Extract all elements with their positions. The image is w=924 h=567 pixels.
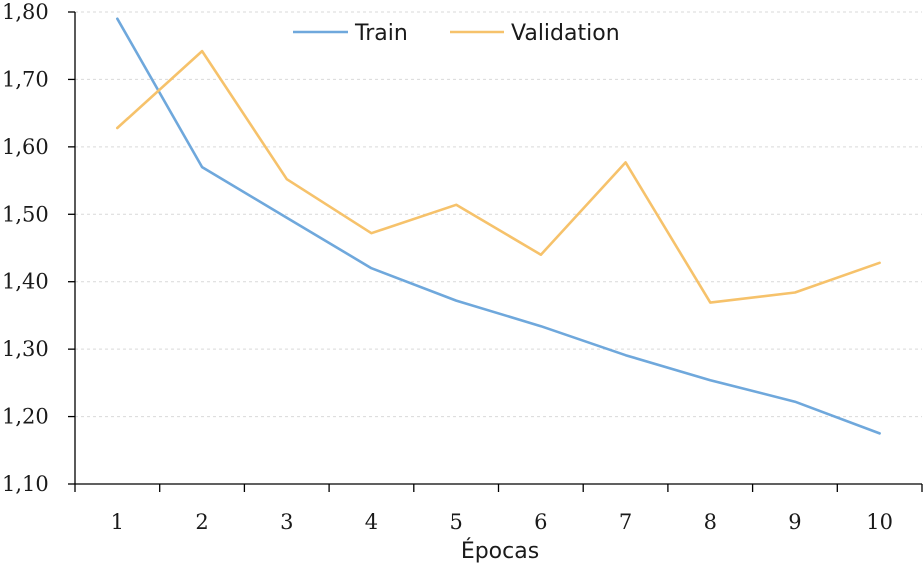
y-tick-label: 1,50	[2, 202, 49, 226]
x-tick-label: 1	[111, 510, 124, 534]
legend-label: Train	[354, 21, 408, 46]
axes	[68, 11, 923, 492]
legend-item-train: Train	[293, 21, 408, 46]
x-axis-title: Épocas	[461, 538, 539, 564]
x-tick-label: 6	[534, 510, 547, 534]
x-tick-label: 2	[195, 510, 208, 534]
x-tick-label: 5	[449, 510, 462, 534]
x-tick-label: 9	[788, 510, 801, 534]
series-lines	[116, 17, 881, 435]
x-tick-label: 3	[280, 510, 293, 534]
y-tick-label: 1,30	[2, 337, 49, 361]
y-tick-label: 1,70	[2, 67, 49, 91]
legend-item-validation: Validation	[450, 21, 620, 46]
x-tick-label: 10	[866, 510, 893, 534]
y-tick-label: 1,10	[2, 472, 49, 496]
legend: Train Validation	[293, 21, 620, 46]
x-tick-label: 7	[619, 510, 632, 534]
legend-label: Validation	[511, 21, 620, 46]
y-tick-label: 1,80	[2, 0, 49, 24]
series-line-validation	[116, 49, 881, 304]
x-tick-label: 4	[365, 510, 378, 534]
x-axis-tick-labels: 1 2 3 4 5 6 7 8 9 10	[111, 510, 893, 534]
x-tick-label: 8	[704, 510, 717, 534]
y-axis-tick-labels: 1,10 1,20 1,30 1,40 1,50 1,60 1,70 1,80	[2, 0, 49, 496]
gridlines	[75, 11, 922, 418]
y-tick-label: 1,60	[2, 135, 49, 159]
y-tick-label: 1,40	[2, 270, 49, 294]
y-tick-label: 1,20	[2, 405, 49, 429]
series-line-train	[116, 17, 881, 435]
